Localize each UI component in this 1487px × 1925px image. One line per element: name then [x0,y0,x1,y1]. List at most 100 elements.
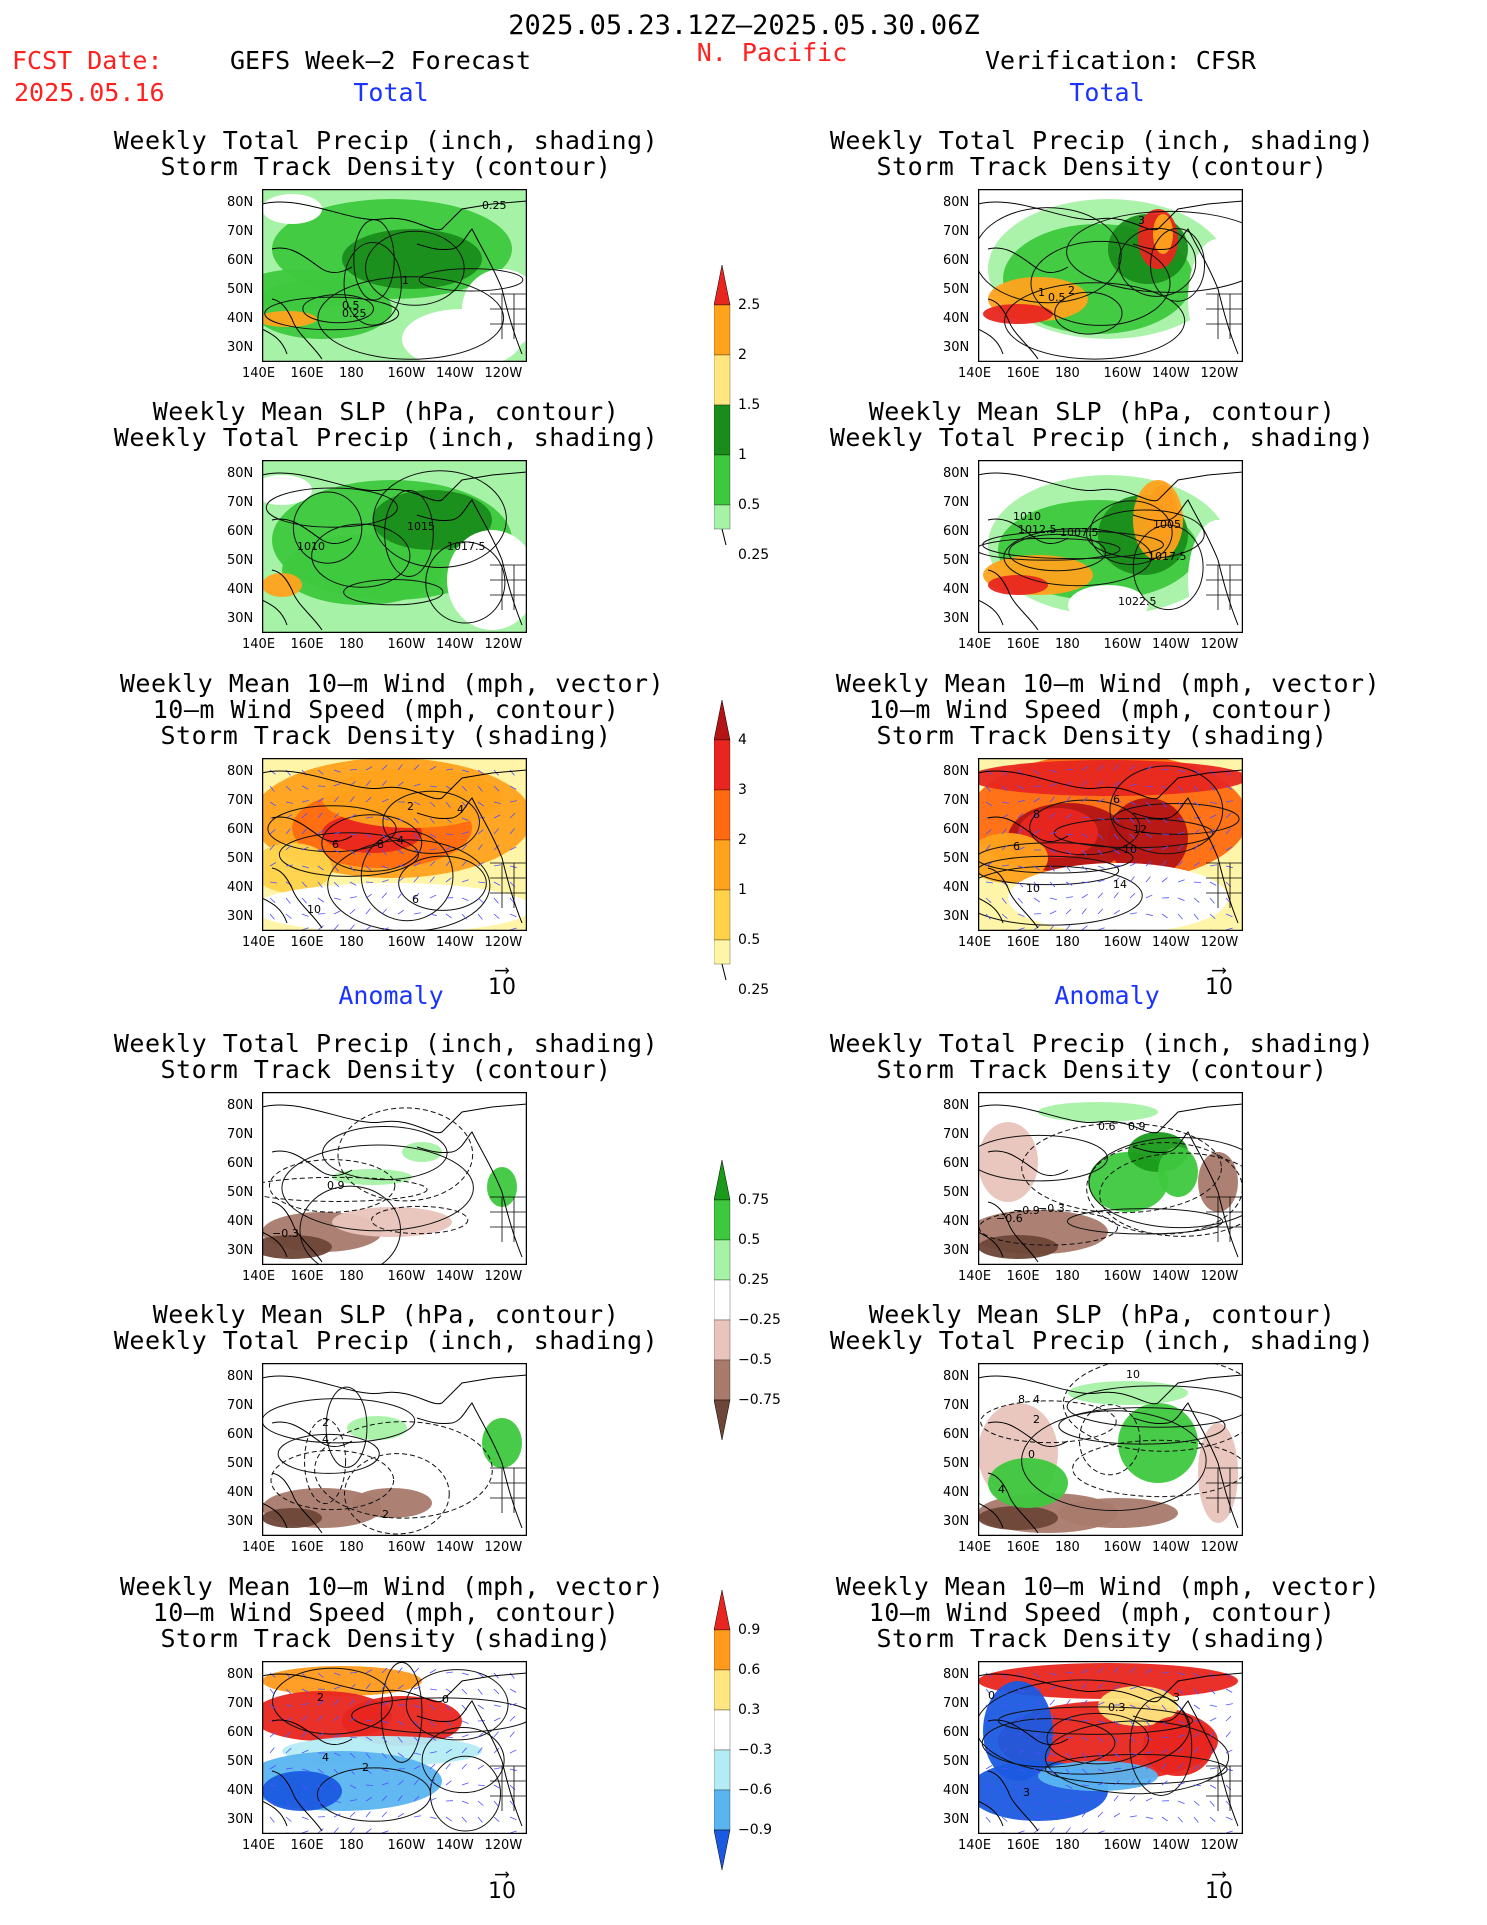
wind-vector [285,801,293,804]
lon-tick-label: 160W [387,366,426,381]
wind-vector [477,1764,485,1770]
wind-vector [317,769,324,775]
lat-tick-label: 60N [227,1725,254,1740]
wind-vector [317,865,324,871]
shading-region [352,1488,432,1518]
wind-vector [285,1731,291,1738]
wind-vector [301,1688,309,1693]
lat-tick-label: 30N [943,1812,970,1827]
contour-label: 1 [402,274,409,287]
wind-vector [349,1699,355,1706]
map-panel: 2 4 2 80N 70N 60N 50N 40N 30N 140E 160E 180 160W 140W… [227,1363,527,1555]
lat-tick-label: 30N [943,909,970,924]
wind-vector [445,1671,453,1674]
lat-tick-label: 70N [943,1696,970,1711]
lon-tick-label: 160W [1103,935,1142,950]
wind-vector [1049,769,1057,773]
lat-tick-label: 50N [943,851,970,866]
map-panel: 0.9 −0.3 80N 70N 60N 50N 40N 30N 140E 160E 180 160W… [227,1092,527,1284]
wind-vector [461,1816,467,1823]
shading-region [1158,1147,1198,1197]
wind-vector [365,1784,374,1787]
wind-vector [1065,1827,1071,1834]
panel-title-line: Weekly Mean 10–m Wind (mph, vector) [835,669,1381,698]
panel-title-line: Weekly Total Precip (inch, shading) [113,126,659,155]
coastline [978,471,1243,502]
coastline [271,247,353,274]
wind-vector [285,1800,291,1807]
contour-label: 1005 [1153,518,1181,531]
wind-vector [1225,913,1233,918]
wind-vector [301,1731,307,1738]
wind-vector [317,1784,323,1791]
colorbar-segment [713,1709,731,1751]
lat-tick-label: 70N [227,793,254,808]
wind-vector [1097,780,1103,787]
contour-line [1118,227,1197,297]
colorbar-segment [713,304,731,356]
wind-vector [333,897,341,901]
wind-vector [1177,1800,1185,1804]
wind-vector [1129,876,1135,883]
contour-line [337,1107,474,1202]
wind-vector [477,1688,483,1695]
contour-line [1054,291,1123,335]
arrow-right-icon: ⟶ [495,957,509,981]
lat-tick-label: 40N [943,1214,970,1229]
coastline [262,1672,527,1703]
coastline [978,200,1243,231]
wind-vector [477,801,484,807]
wind-vector [381,1795,388,1802]
wind-vector [381,1683,387,1690]
lon-tick-label: 140W [1152,366,1190,381]
colorbar-segment [713,889,731,941]
wind-vector [1017,800,1025,803]
wind-vector [1065,1736,1073,1739]
lat-tick-label: 40N [943,311,970,326]
wind-vector [381,1811,388,1818]
contour-label: 1017.5 [1148,550,1187,563]
wind-vector [349,924,355,931]
wind-vector [381,892,388,899]
wind-vector [1033,1784,1039,1791]
colorbar-segment [713,1239,731,1281]
wind-vector [461,897,469,901]
lon-tick-label: 120W [1200,1269,1239,1284]
wind-vector [413,783,421,787]
wind-vector [381,1830,389,1834]
wind-vector [1161,877,1168,883]
wind-vector [1161,833,1170,836]
wind-vector [333,796,339,803]
contour-line [316,1767,432,1822]
wind-vector [269,844,275,851]
wind-vector [381,1736,388,1743]
lat-tick-label: 40N [227,1214,254,1229]
lon-tick-label: 160E [290,637,324,652]
wind-vector [397,909,405,915]
colorbar-label: 3 [738,782,747,798]
contour-label: 2 [1033,1413,1040,1426]
coastline [978,769,1243,800]
wind-vector [1177,1763,1184,1770]
vector-reference-value: 10 [488,1879,516,1904]
contour-label: 6 [1013,840,1020,853]
wind-vector [509,1703,517,1706]
wind-vector [1081,1669,1089,1674]
contour-label: 10 [1123,843,1137,856]
wind-vector [1177,1747,1184,1754]
wind-vector [413,862,421,867]
contour-label: 4 [322,1751,329,1764]
wind-vector [333,1752,341,1757]
panel-title-line: Storm Track Density (contour) [160,152,612,181]
wind-vector [493,814,501,819]
wind-vector [429,1704,436,1710]
wind-vector [1097,1782,1105,1786]
wind-vector [493,785,500,792]
contour-line [292,491,363,564]
wind-vector [317,1715,323,1722]
wind-vector [301,865,309,869]
wind-vector [413,817,419,824]
wind-vector [413,833,420,840]
wind-vector [1065,833,1073,836]
